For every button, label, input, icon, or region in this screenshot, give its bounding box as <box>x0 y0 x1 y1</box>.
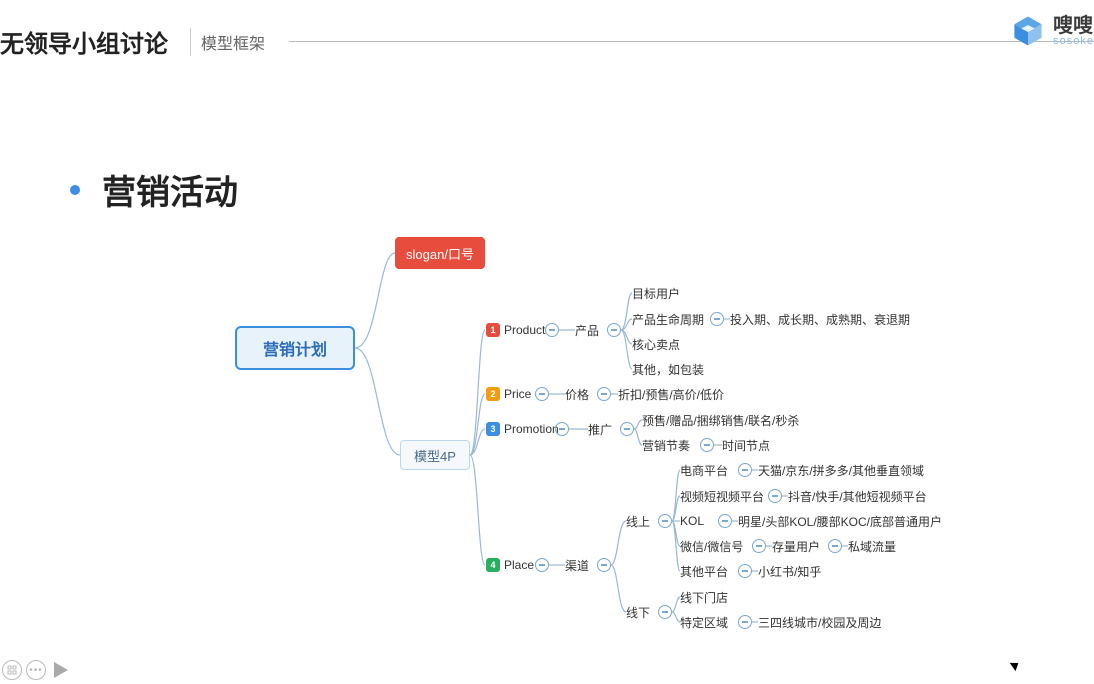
toggle-icon[interactable] <box>828 539 842 553</box>
toggle-icon[interactable] <box>535 387 549 401</box>
toggle-icon[interactable] <box>620 422 634 436</box>
mindmap-root[interactable]: 营销计划 <box>235 326 355 370</box>
toggle-icon[interactable] <box>597 558 611 572</box>
slogan-label: slogan/口号 <box>406 244 474 263</box>
toggle-icon[interactable] <box>718 514 732 528</box>
product-en: Product <box>504 323 545 337</box>
node-online-child[interactable]: 电商平台 <box>680 461 728 479</box>
toggle-icon[interactable] <box>710 312 724 326</box>
toggle-icon[interactable] <box>768 489 782 503</box>
node-online-detail[interactable]: 天猫/京东/拼多多/其他垂直领域 <box>758 461 924 479</box>
node-online-detail[interactable]: 抖音/快手/其他短视频平台 <box>788 487 927 505</box>
node-promotion-child[interactable]: 营销节奏 <box>642 436 690 454</box>
node-online-child[interactable]: 视频短视频平台 <box>680 487 764 505</box>
node-offline[interactable]: 线下 <box>626 603 650 621</box>
toggle-icon[interactable] <box>738 564 752 578</box>
control-next-icon[interactable] <box>54 662 68 678</box>
node-product-child[interactable]: 目标用户 <box>632 284 680 302</box>
node-model4p[interactable]: 模型4P <box>400 440 470 470</box>
toggle-icon[interactable] <box>658 514 672 528</box>
toggle-icon[interactable] <box>545 323 559 337</box>
model4p-label: 模型4P <box>414 446 456 465</box>
node-online-detail[interactable]: 存量用户 <box>772 537 820 555</box>
presenter-controls: ••• <box>2 660 68 680</box>
toggle-icon[interactable] <box>597 387 611 401</box>
node-online-child[interactable]: 微信/微信号 <box>680 537 743 555</box>
mindmap-connectors <box>0 0 1094 684</box>
node-offline-child[interactable]: 线下门店 <box>680 588 728 606</box>
badge-2: 2 <box>486 387 500 401</box>
promotion-en: Promotion <box>504 422 559 436</box>
badge-1: 1 <box>486 323 500 337</box>
badge-4: 4 <box>486 558 500 572</box>
node-price[interactable]: 2 Price <box>486 385 531 403</box>
node-online-detail[interactable]: 明星/头部KOL/腰部KOC/底部普通用户 <box>738 512 942 530</box>
control-thumbs-icon[interactable] <box>2 660 22 680</box>
node-online-detail[interactable]: 小红书/知乎 <box>758 562 821 580</box>
node-price-cn[interactable]: 价格 <box>565 385 589 403</box>
node-product-cn[interactable]: 产品 <box>575 321 599 339</box>
control-more-icon[interactable]: ••• <box>26 660 46 680</box>
toggle-icon[interactable] <box>658 605 672 619</box>
mindmap-canvas: 营销计划 slogan/口号 模型4P 1 Product 产品 2 Price… <box>0 0 1094 684</box>
toggle-icon[interactable] <box>738 615 752 629</box>
toggle-icon[interactable] <box>752 539 766 553</box>
root-label: 营销计划 <box>263 336 327 360</box>
node-offline-detail[interactable]: 三四线城市/校园及周边 <box>758 613 881 631</box>
node-promotion-cn[interactable]: 推广 <box>588 420 612 438</box>
toggle-icon[interactable] <box>738 463 752 477</box>
node-online-child[interactable]: KOL <box>680 512 704 530</box>
node-slogan[interactable]: slogan/口号 <box>395 237 485 269</box>
node-promotion[interactable]: 3 Promotion <box>486 420 559 438</box>
node-online-child[interactable]: 其他平台 <box>680 562 728 580</box>
toggle-icon[interactable] <box>607 323 621 337</box>
node-place-cn[interactable]: 渠道 <box>565 556 589 574</box>
toggle-icon[interactable] <box>700 438 714 452</box>
node-product-detail[interactable]: 投入期、成长期、成熟期、衰退期 <box>730 310 910 328</box>
place-en: Place <box>504 558 534 572</box>
node-online[interactable]: 线上 <box>626 512 650 530</box>
node-product-child[interactable]: 核心卖点 <box>632 335 680 353</box>
node-offline-child[interactable]: 特定区域 <box>680 613 728 631</box>
price-en: Price <box>504 387 531 401</box>
node-place[interactable]: 4 Place <box>486 556 534 574</box>
node-online-detail2[interactable]: 私域流量 <box>848 537 896 555</box>
node-price-detail[interactable]: 折扣/预售/高价/低价 <box>618 385 724 403</box>
node-product-child[interactable]: 产品生命周期 <box>632 310 704 328</box>
node-product[interactable]: 1 Product <box>486 321 545 339</box>
toggle-icon[interactable] <box>535 558 549 572</box>
node-promotion-detail[interactable]: 时间节点 <box>722 436 770 454</box>
node-promotion-child[interactable]: 预售/赠品/捆绑销售/联名/秒杀 <box>642 411 799 429</box>
toggle-icon[interactable] <box>555 422 569 436</box>
badge-3: 3 <box>486 422 500 436</box>
node-product-child[interactable]: 其他，如包装 <box>632 360 704 378</box>
